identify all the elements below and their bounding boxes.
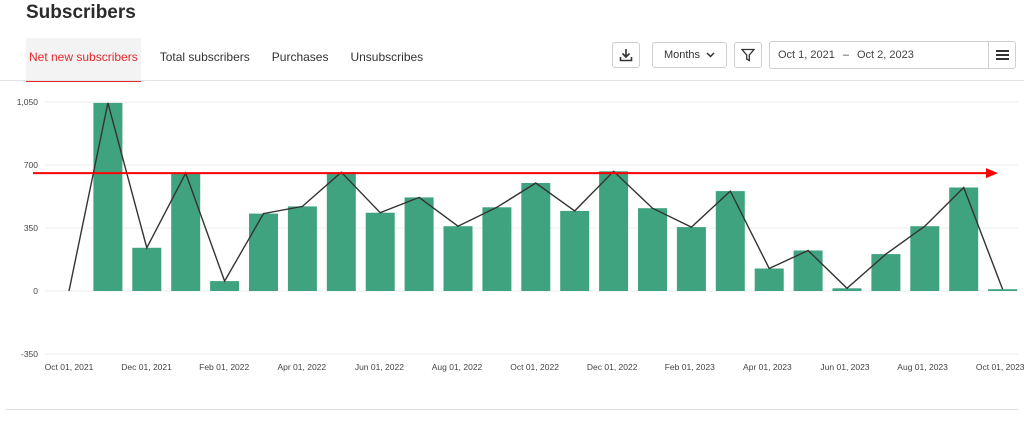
x-tick-label: Jun 01, 2022 [355,362,404,372]
x-tick-label: Apr 01, 2022 [277,362,326,372]
x-tick-label: Oct 01, 2022 [510,362,559,372]
date-separator: – [842,49,849,61]
filter-button[interactable] [734,42,762,68]
hamburger-icon [995,50,1009,60]
x-tick-label: Apr 01, 2023 [743,362,792,372]
bar [871,254,901,291]
target-arrowhead [986,168,998,179]
y-tick-label: 0 [33,286,38,296]
date-range-picker[interactable]: Oct 1, 2021 – Oct 2, 2023 [769,41,1016,69]
x-tick-label: Aug 01, 2022 [432,362,483,372]
bar [482,207,512,291]
bar [210,281,240,291]
date-from[interactable]: Oct 1, 2021 [778,49,835,61]
bar [988,289,1018,291]
bar [754,268,784,291]
bar [171,173,201,291]
chart-bottom-border [6,409,1018,410]
y-tick-label: 700 [24,160,38,170]
date-to[interactable]: Oct 2, 2023 [857,49,914,61]
x-tick-label: Dec 01, 2021 [121,362,172,372]
x-tick-label: Aug 01, 2023 [897,362,948,372]
chart-container: 1,050 700 350 0 -350 Oct 01, 2021 Dec 01, 2021… [0,81,1024,417]
bar [404,197,434,291]
bar [249,213,278,291]
y-tick-label: 350 [24,223,38,233]
bar [132,247,162,291]
bar [949,187,979,291]
x-tick-label: Oct 01, 2023 [976,362,1024,372]
bar [365,212,395,291]
page-title: Subscribers [26,2,136,23]
x-tick-label: Feb 01, 2023 [665,362,715,372]
tab-purchases[interactable]: Purchases [271,50,329,64]
bar [93,102,123,292]
line-series [68,102,1004,292]
bar [793,250,823,291]
bar [832,288,862,291]
bar [599,171,629,291]
download-button[interactable] [612,42,640,68]
chevron-down-icon [706,52,715,58]
tab-unsubscribes[interactable]: Unsubscribes [350,50,424,64]
filter-icon [741,48,755,62]
bar [443,226,473,291]
chart-menu-button[interactable] [988,42,1015,68]
bar [638,208,667,291]
x-tick-label: Jun 01, 2023 [820,362,869,372]
bar [910,226,940,291]
y-tick-label: -350 [21,349,38,359]
bar [521,183,551,291]
bar [287,206,317,291]
bar [326,172,356,291]
x-tick-label: Dec 01, 2022 [587,362,638,372]
tab-total-subscribers[interactable]: Total subscribers [159,50,250,64]
download-icon [619,49,633,62]
x-tick-label: Feb 01, 2022 [199,362,249,372]
tab-net-new-subscribers[interactable]: Net new subscribers [26,38,141,82]
x-tick-label: Oct 01, 2021 [45,362,94,372]
tab-bar: Net new subscribers Total subscribers Pu… [26,38,434,82]
net-new-subscribers-chart: 1,050 700 350 0 -350 Oct 01, 2021 Dec 01, 2021… [17,97,1024,372]
period-select[interactable]: Months [652,42,727,68]
period-select-value: Months [663,49,701,61]
toolbar: Months Oct 1, 2021 – Oct 2, 2023 [612,41,1016,69]
bar [715,191,745,291]
y-tick-label: 1,050 [17,97,39,107]
bar [560,210,590,291]
header-divider [0,80,1024,81]
bar [676,227,706,291]
